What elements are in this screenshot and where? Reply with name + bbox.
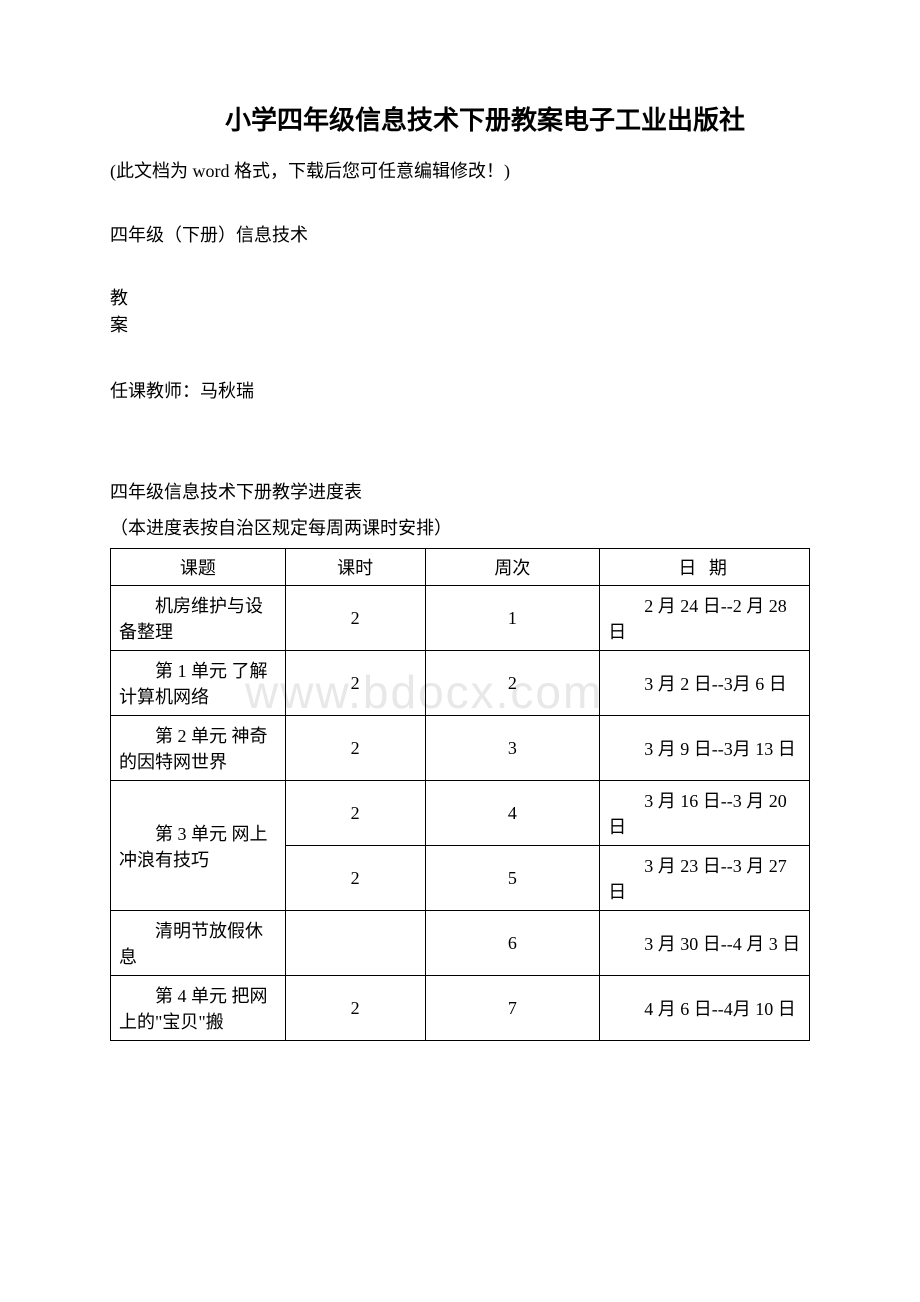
cell-topic: 第 1 单元 了解计算机网络	[111, 651, 286, 716]
format-note: (此文档为 word 格式，下载后您可任意编辑修改！)	[110, 157, 810, 183]
cell-hours: 2	[285, 716, 425, 781]
table-row: 机房维护与设备整理 2 1 2 月 24 日--2 月 28 日	[111, 586, 810, 651]
header-hours: 课时	[285, 549, 425, 586]
char-2: 案	[110, 312, 810, 339]
cell-week: 2	[425, 651, 600, 716]
cell-hours: 2	[285, 781, 425, 846]
cell-hours: 2	[285, 846, 425, 911]
schedule-table: 课题 课时 周次 日 期 机房维护与设备整理 2 1 2 月 24 日--2 月…	[110, 548, 810, 1041]
cell-hours: 2	[285, 976, 425, 1041]
table-row: 第 2 单元 神奇的因特网世界 2 3 3 月 9 日--3月 13 日	[111, 716, 810, 781]
cell-date: 3 月 30 日--4 月 3 日	[600, 911, 810, 976]
cell-week: 5	[425, 846, 600, 911]
char-1: 教	[110, 285, 810, 312]
cell-date: 3 月 23 日--3 月 27 日	[600, 846, 810, 911]
subtitle: 四年级（下册）信息技术	[110, 221, 810, 247]
cell-hours	[285, 911, 425, 976]
document-title: 小学四年级信息技术下册教案电子工业出版社	[160, 100, 810, 137]
table-row: 清明节放假休息 6 3 月 30 日--4 月 3 日	[111, 911, 810, 976]
header-topic: 课题	[111, 549, 286, 586]
cell-week: 3	[425, 716, 600, 781]
cell-topic: 清明节放假休息	[111, 911, 286, 976]
table-row: 第 3 单元 网上冲浪有技巧 2 4 3 月 16 日--3 月 20 日	[111, 781, 810, 846]
schedule-title: 四年级信息技术下册教学进度表	[110, 478, 810, 504]
cell-week: 1	[425, 586, 600, 651]
cell-week: 7	[425, 976, 600, 1041]
vertical-text-block: 教 案	[110, 285, 810, 339]
header-week: 周次	[425, 549, 600, 586]
cell-week: 4	[425, 781, 600, 846]
cell-date: 3 月 9 日--3月 13 日	[600, 716, 810, 781]
table-header-row: 课题 课时 周次 日 期	[111, 549, 810, 586]
cell-hours: 2	[285, 586, 425, 651]
cell-week: 6	[425, 911, 600, 976]
teacher-info: 任课教师：马秋瑞	[110, 377, 810, 403]
schedule-note: （本进度表按自治区规定每周两课时安排）	[110, 514, 810, 540]
cell-date: 3 月 16 日--3 月 20 日	[600, 781, 810, 846]
cell-hours: 2	[285, 651, 425, 716]
table-row: 第 1 单元 了解计算机网络 2 2 3 月 2 日--3月 6 日	[111, 651, 810, 716]
cell-topic: 机房维护与设备整理	[111, 586, 286, 651]
cell-topic: 第 2 单元 神奇的因特网世界	[111, 716, 286, 781]
cell-topic: 第 3 单元 网上冲浪有技巧	[111, 781, 286, 911]
cell-topic: 第 4 单元 把网上的"宝贝"搬	[111, 976, 286, 1041]
cell-date: 2 月 24 日--2 月 28 日	[600, 586, 810, 651]
table-row: 第 4 单元 把网上的"宝贝"搬 2 7 4 月 6 日--4月 10 日	[111, 976, 810, 1041]
cell-date: 3 月 2 日--3月 6 日	[600, 651, 810, 716]
header-date: 日 期	[600, 549, 810, 586]
cell-date: 4 月 6 日--4月 10 日	[600, 976, 810, 1041]
